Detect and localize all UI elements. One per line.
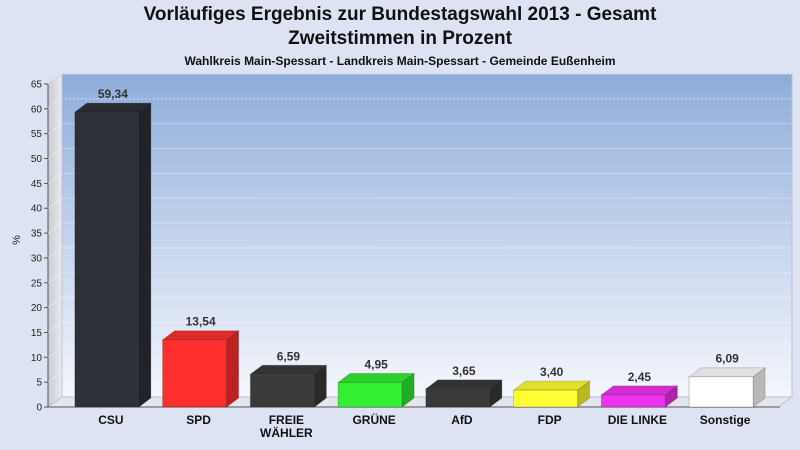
- bar: [248, 364, 328, 408]
- bar: [687, 366, 767, 408]
- bar: [424, 378, 504, 408]
- gridline: [47, 297, 792, 309]
- bar-top: [73, 102, 153, 113]
- x-tick-label: GRÜNE: [352, 412, 395, 427]
- bar-front: [162, 339, 228, 408]
- bar-front: [249, 373, 315, 408]
- data-label: 6,09: [715, 352, 739, 366]
- bar-top: [599, 385, 679, 396]
- gridline: [47, 371, 792, 383]
- gridline: [47, 272, 792, 284]
- y-tick-label: 20: [31, 303, 43, 314]
- y-tick-label: 65: [31, 80, 43, 91]
- data-label: 6,59: [277, 349, 301, 363]
- bar-top: [248, 364, 328, 375]
- x-tick-label: WÄHLER: [260, 425, 313, 440]
- bar: [161, 329, 241, 408]
- bar-front: [513, 389, 579, 408]
- gridline: [47, 148, 792, 159]
- bar-top: [512, 380, 592, 391]
- gridline: [47, 247, 792, 259]
- y-tick-label: 55: [31, 129, 43, 140]
- y-tick-label: 15: [31, 328, 43, 339]
- x-tick-label: Sonstige: [700, 413, 751, 427]
- bar-top: [687, 367, 767, 378]
- chart-region-caption: Wahlkreis Main-Spessart - Landkreis Main…: [184, 54, 616, 68]
- bar: [336, 372, 416, 408]
- plot-left-wall: [47, 73, 63, 408]
- x-tick-label: FREIE: [269, 413, 304, 427]
- data-label: 3,40: [540, 365, 564, 379]
- data-label: 2,45: [628, 370, 652, 384]
- x-tick-label: FDP: [538, 413, 562, 427]
- y-axis-label: %: [11, 235, 23, 245]
- y-tick-label: 45: [31, 179, 43, 190]
- chart-subtitle: Zweitstimmen in Prozent: [288, 28, 512, 49]
- x-tick-label: AfD: [451, 413, 473, 427]
- bar: [599, 384, 679, 408]
- chart-title: Vorläufiges Ergebnis zur Bundestagswahl …: [143, 4, 657, 25]
- bar-top: [336, 372, 416, 383]
- y-tick-label: 50: [31, 154, 43, 165]
- data-label: 13,54: [186, 315, 216, 329]
- bar-front: [337, 381, 403, 408]
- data-label: 59,34: [98, 87, 128, 101]
- bar-side: [138, 102, 152, 408]
- bar-side: [226, 329, 240, 408]
- y-tick-label: 5: [36, 378, 42, 389]
- bar-front: [600, 394, 666, 408]
- plot-floor: [46, 396, 794, 408]
- gridline: [47, 98, 792, 110]
- gridline: [47, 73, 792, 85]
- gridline: [47, 222, 792, 234]
- x-tick-label: SPD: [186, 413, 211, 427]
- y-tick-label: 0: [36, 403, 42, 414]
- gridline: [47, 123, 792, 135]
- bar-top: [161, 330, 241, 341]
- bar: [73, 102, 153, 408]
- data-label: 4,95: [364, 357, 388, 371]
- y-tick-label: 35: [31, 229, 43, 240]
- gridline: [47, 172, 792, 184]
- y-tick-label: 25: [31, 278, 43, 289]
- y-tick-label: 60: [31, 104, 43, 115]
- gridline: [47, 321, 792, 333]
- bar-front: [688, 376, 754, 408]
- x-tick-label: CSU: [98, 413, 123, 427]
- bar-top: [424, 379, 504, 390]
- data-label: 3,65: [452, 364, 476, 378]
- y-tick-label: 40: [31, 204, 43, 215]
- bar: [512, 380, 592, 408]
- y-tick-label: 10: [31, 353, 43, 364]
- x-tick-label: DIE LINKE: [608, 413, 667, 427]
- gridline: [47, 346, 792, 358]
- gridline: [47, 197, 792, 209]
- bar-front: [74, 111, 140, 408]
- bar-front: [425, 388, 491, 408]
- y-tick-label: 30: [31, 253, 43, 264]
